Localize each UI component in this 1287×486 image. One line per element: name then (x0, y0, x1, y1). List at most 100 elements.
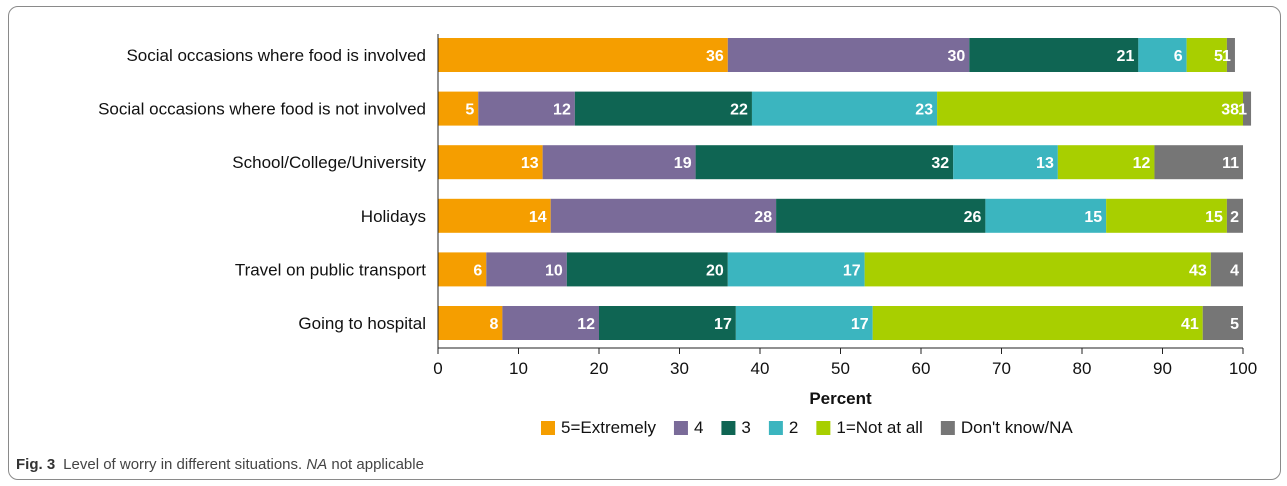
data-label: 20 (706, 262, 724, 279)
data-label: 38 (1221, 102, 1239, 119)
category-label: Social occasions where food is involved (126, 46, 426, 65)
data-label: 10 (545, 262, 563, 279)
bar-segment (574, 91, 752, 126)
bar-segment (1202, 306, 1243, 340)
bar-segment (937, 91, 1243, 126)
data-label: 12 (553, 102, 571, 119)
x-tick-label: 30 (670, 359, 689, 378)
data-label: 13 (521, 155, 539, 172)
legend-label: 4 (694, 418, 703, 437)
x-tick-label: 80 (1073, 359, 1092, 378)
category-label: Social occasions where food is not invol… (98, 100, 426, 119)
caption-abbreviation-definition: not applicable (331, 456, 424, 473)
bar-segment (550, 198, 777, 233)
bar-segment (1186, 38, 1227, 72)
x-tick-label: 90 (1153, 359, 1172, 378)
bar-segment (776, 198, 986, 233)
figure-caption: Fig. 3 Level of worry in different situat… (16, 456, 424, 473)
data-label: 15 (1205, 209, 1223, 226)
bar-segment (1106, 198, 1227, 233)
data-label: 8 (489, 316, 498, 333)
bar-segment (438, 91, 479, 126)
bar-segment (1057, 145, 1155, 180)
legend-swatch (768, 421, 783, 435)
data-label: 6 (473, 262, 482, 279)
data-label: 13 (1036, 155, 1054, 172)
legend-swatch (541, 421, 555, 435)
bar-segment (1243, 91, 1252, 126)
data-label: 22 (730, 102, 748, 119)
bar-segment (969, 38, 1139, 72)
data-label: 19 (674, 155, 692, 172)
stacked-bar-chart: Social occasions where food is involved 3… (98, 34, 1257, 437)
bar-segment (438, 252, 487, 287)
data-label: 5 (1214, 48, 1223, 65)
data-label: 11 (1222, 155, 1239, 172)
legend-label: 5=Extremely (561, 418, 656, 437)
legend-label: 2 (789, 418, 798, 437)
bar-segment (1138, 38, 1187, 72)
category-label: School/College/University (232, 153, 426, 172)
data-label: 1 (1222, 48, 1231, 65)
x-axis-title: Percent (809, 389, 872, 408)
data-label: 21 (1117, 48, 1135, 65)
data-label: 15 (1084, 209, 1102, 226)
bar-segment (751, 91, 938, 126)
data-label: 1 (1238, 102, 1247, 119)
data-label: 12 (1133, 155, 1151, 172)
caption-abbreviation: NA (306, 456, 328, 473)
x-tick-label: 60 (912, 359, 931, 378)
bar-segment (953, 145, 1058, 180)
data-label: 26 (964, 209, 982, 226)
bar-segment (735, 306, 873, 340)
bar-segment (502, 306, 599, 340)
data-label: 23 (915, 102, 933, 119)
legend-swatch (721, 421, 736, 435)
data-label: 5 (1230, 316, 1239, 333)
bar-segment (438, 38, 728, 72)
x-tick-label: 100 (1229, 359, 1257, 378)
data-label: 2 (1230, 209, 1239, 226)
data-label: 43 (1189, 262, 1207, 279)
data-label: 30 (948, 48, 966, 65)
x-tick-label: 40 (751, 359, 770, 378)
figure-label: Fig. 3 (16, 456, 56, 473)
bar-segment (985, 198, 1107, 233)
bar-segment (1210, 252, 1243, 287)
bar-segment (486, 252, 567, 287)
bar-segment (695, 145, 954, 180)
legend-label: 3 (741, 418, 750, 437)
bar-segment (438, 145, 543, 180)
legend-swatch (816, 421, 831, 435)
data-label: 17 (714, 316, 732, 333)
legend-swatch (673, 421, 688, 435)
bar-segment (864, 252, 1211, 287)
bar-segment (727, 38, 970, 72)
caption-text: Level of worry in different situations. (63, 456, 303, 473)
data-label: 28 (754, 209, 772, 226)
bar-segment (1226, 198, 1243, 233)
x-tick-label: 50 (831, 359, 850, 378)
figure-frame (8, 6, 1281, 480)
data-label: 5 (465, 102, 474, 119)
data-label: 17 (843, 262, 861, 279)
bar-segment (438, 306, 503, 340)
bar-segment (542, 145, 696, 180)
bar-segment (566, 252, 728, 287)
data-label: 32 (931, 155, 949, 172)
x-tick-label: 20 (590, 359, 609, 378)
bar-segment (478, 91, 575, 126)
bar-segment (727, 252, 865, 287)
legend-label: 1=Not at all (836, 418, 922, 437)
category-label: Going to hospital (298, 314, 426, 333)
data-label: 41 (1181, 316, 1199, 333)
bar-segment (1226, 38, 1235, 72)
data-label: 4 (1230, 262, 1239, 279)
x-tick-label: 10 (509, 359, 528, 378)
data-label: 17 (851, 316, 869, 333)
bar-segment (438, 198, 551, 233)
legend-label: Don't know/NA (961, 418, 1074, 437)
data-label: 6 (1174, 48, 1183, 65)
category-label: Travel on public transport (235, 260, 426, 279)
x-tick-label: 0 (433, 359, 442, 378)
